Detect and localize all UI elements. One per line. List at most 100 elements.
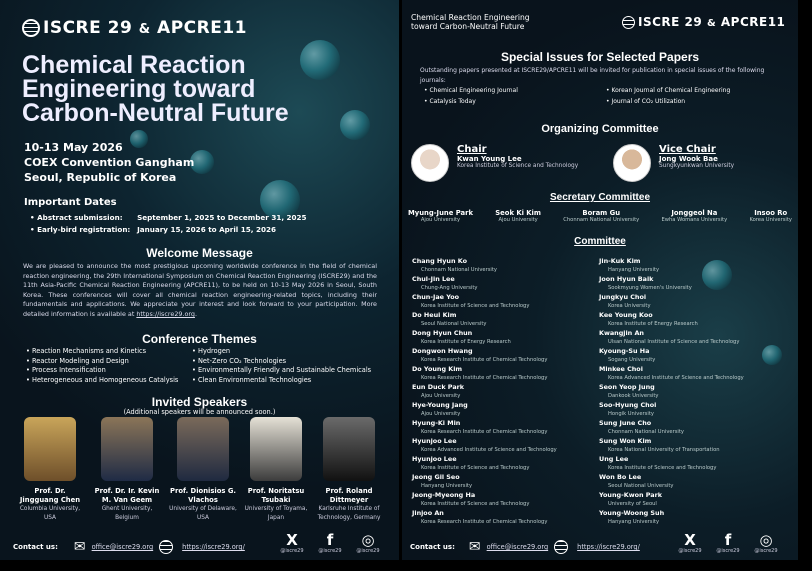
secretary-member: Insoo Ro Korea University [749,209,792,223]
x-icon: X [286,531,298,549]
theme-item: Environmentally Friendly and Sustainable… [192,366,371,376]
theme-item: Reaction Mechanisms and Kinetics [26,347,178,357]
member-name: Jeong Gil Seo [412,473,460,481]
facebook-icon: f [724,531,732,549]
speaker-name: Prof. Dr. Jingguang Chen [19,487,81,504]
member-name: Young-Woong Suh [599,509,665,517]
member-affiliation: Dankook University [608,392,659,399]
theme-item: Heterogeneous and Homogeneous Catalysis [26,376,178,386]
journal-item: Catalysis Today [424,97,518,108]
committee-member: Hyunjoo Lee Korea Institute of Science an… [412,455,557,473]
contact-label: Contact us: [410,543,455,551]
member-name: Jin-Kuk Kim [599,257,641,265]
member-affiliation: Korea Institute of Science and Technolog… [421,302,530,309]
x-link[interactable]: X @iscre29 [278,532,306,554]
logo-text: APCRE [720,15,768,29]
committee-member: Sung Won Kim Korea National University of… [599,437,744,455]
speaker-card: Prof. Dr. Ir. Kevin M. Van Geem Ghent Uni… [91,417,163,522]
website-link[interactable]: https://iscre29.org/ [577,543,640,551]
logo-amp: & [138,22,151,37]
conference-logo: ISCRE 29 & APCRE11 [22,18,247,38]
theme-item: Hydrogen [192,347,371,357]
member-affiliation: Hongik University [608,410,654,417]
member-name: Eun Duck Park [412,383,465,391]
speaker-name: Prof. Dr. Ir. Kevin M. Van Geem [94,487,160,504]
committee-member: Won Bo Lee Seoul National University [599,473,744,491]
speaker-name: Prof. Noritatsu Tsubaki [247,487,305,504]
speaker-affiliation: Karlsruhe Institute of Technology, Germa… [317,506,381,521]
chair: Chair Kwan Young Lee Korea Institute of Sc… [411,144,578,182]
website-link[interactable]: https://iscre29.org [136,309,195,318]
member-affiliation: Korea Advanced Institute of Science and … [421,446,557,453]
instagram-link[interactable]: ◎ @iscre29 [752,532,780,554]
committee-member: Ung Lee Korea Institute of Science and Te… [599,455,744,473]
member-name: Hyunjoo Lee [412,437,457,445]
special-issues-intro: Outstanding papers presented at ISCRE29/… [420,67,765,84]
member-affiliation: Korea Research Institute of Chemical Tec… [421,356,548,363]
contact-bar: Contact us: ✉ office@iscre29.org https:/… [410,539,640,555]
theme-item: Net-Zero CO₂ Technologies [192,357,371,367]
committee-member: Hyunjoo Lee Korea Advanced Institute of S… [412,437,557,455]
email-link[interactable]: office@iscre29.org [91,543,154,551]
poster-front: ISCRE 29 & APCRE11 Chemical Reaction Eng… [0,0,399,560]
member-name: Do Heui Kim [412,311,457,319]
logo-number: 29 [684,15,703,29]
committee-member: Do Young Kim Korea Research Institute of … [412,365,557,383]
vice-chair-name: Jong Wook Bae [659,155,718,163]
date-value: January 15, 2026 to April 15, 2026 [137,224,276,234]
vice-chair-photo [613,144,651,182]
website-link[interactable]: https://iscre29.org/ [182,543,245,551]
speaker-affiliation: University of Delaware, USA [169,506,237,521]
logo-amp: & [706,18,717,29]
globe-icon [554,540,569,554]
committee-member: Hye-Young Jang Ajou University [412,401,557,419]
facebook-link[interactable]: f @iscre29 [714,532,742,554]
member-name: Seok Ki Kim [495,209,541,217]
member-name: Minkee Choi [599,365,643,373]
speaker-card: Prof. Dr. Jingguang Chen Columbia Univers… [14,417,86,522]
speaker-card: Prof. Noritatsu Tsubaki University of Toy… [240,417,312,522]
member-affiliation: Chung-Ang University [421,284,478,291]
conference-logo: ISCRE 29 & APCRE11 [622,15,785,29]
social-handle: @iscre29 [318,548,342,554]
facebook-icon: f [326,531,334,549]
secretary-member: Myung-June Park Ajou University [408,209,473,223]
tagline: Chemical Reaction Engineering toward Carb… [411,13,530,31]
organizing-heading: Organizing Committee [541,123,659,135]
facebook-link[interactable]: f @iscre29 [316,532,344,554]
event-city: Seoul, Republic of Korea [24,171,177,184]
member-affiliation: Korea Institute of Science and Technolog… [608,464,717,471]
instagram-icon: ◎ [361,531,375,549]
speaker-photo [24,417,76,481]
member-name: Chul-Jin Lee [412,275,455,283]
welcome-end: . [194,309,198,318]
committee-member: Young-Woong Suh Hanyang University [599,509,744,527]
member-name: Dong Hyun Chun [412,329,473,337]
social-handle: @iscre29 [678,548,702,554]
social-handle: @iscre29 [754,548,778,554]
member-affiliation: Sogang University [608,356,656,363]
member-affiliation: Ulsan National Institute of Science and … [608,338,740,345]
member-name: Seon Yeop Jung [599,383,655,391]
date-label: Abstract submission: [37,213,123,222]
special-issues-heading: Special Issues for Selected Papers [500,50,700,64]
secretary-member: Jonggeol Na Ewha Womans University [661,209,727,223]
committee-member: Kwangjin An Ulsan National Institute of S… [599,329,744,347]
email-link[interactable]: office@iscre29.org [486,543,549,551]
member-affiliation: Ajou University [498,217,538,223]
x-link[interactable]: X @iscre29 [676,532,704,554]
instagram-link[interactable]: ◎ @iscre29 [354,532,382,554]
speaker-photo [177,417,229,481]
member-name: Won Bo Lee [599,473,642,481]
member-name: Ung Lee [599,455,629,463]
x-icon: X [684,531,696,549]
theme-item: Clean Environmental Technologies [192,376,371,386]
member-name: Chun-Jae Yoo [412,293,460,301]
journal-item: Chemical Engineering Journal [424,86,517,97]
committee-member: Dong Hyun Chun Korea Institute of Energy … [412,329,557,347]
committee-member: Young-Kwon Park University of Seoul [599,491,744,509]
committee-member: Minkee Choi Korea Advanced Institute of S… [599,365,744,383]
vice-chair: Vice Chair Jong Wook Bae Sungkyunkwan Univ… [613,144,734,182]
molecule-decoration [702,260,732,290]
member-affiliation: Korea Institute of Science and Technolog… [421,500,530,507]
